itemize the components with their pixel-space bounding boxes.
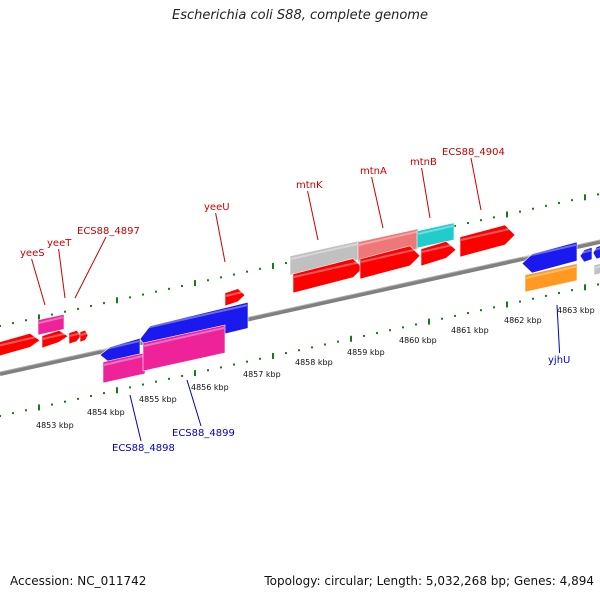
- gene-ecs88-4899[interactable]: [142, 324, 226, 372]
- leader-line: [74, 236, 107, 299]
- gene-yeeu[interactable]: [224, 288, 246, 307]
- leader-line: [470, 157, 482, 211]
- gene-shine: [460, 226, 515, 241]
- leader-line: [215, 212, 226, 263]
- gene-label-forward[interactable]: mtnA: [360, 166, 387, 177]
- gene-label-forward[interactable]: mtnK: [296, 180, 323, 191]
- kbp-tick-label: 4861 kbp: [451, 326, 489, 335]
- gene-shine: [100, 340, 140, 351]
- gene-shine: [593, 247, 600, 251]
- gene-label-forward[interactable]: yeeU: [204, 202, 230, 213]
- kbp-tick-label: 4862 kbp: [504, 316, 542, 325]
- kbp-tick-label: 4859 kbp: [347, 348, 385, 357]
- gene-shine: [69, 332, 81, 337]
- gene-red-small-2[interactable]: [68, 330, 82, 345]
- gene-label-reverse[interactable]: yjhU: [548, 355, 570, 366]
- gene-shine: [580, 249, 592, 254]
- gene-ecs88-4904[interactable]: [459, 224, 516, 258]
- gene-shine: [594, 265, 600, 269]
- kbp-tick-label: 4856 kbp: [191, 383, 229, 392]
- leader-line: [307, 190, 319, 241]
- gene-shine: [143, 326, 225, 347]
- genome-backbone-highlight: [0, 239, 600, 373]
- gene-label-reverse[interactable]: ECS88_4899: [172, 428, 235, 439]
- gene-shine: [140, 304, 248, 330]
- leader-line: [186, 379, 202, 427]
- gene-shine: [42, 332, 68, 340]
- gene-red-left-edge[interactable]: [0, 332, 41, 357]
- gene-yjhu[interactable]: [524, 263, 578, 293]
- gene-label-forward[interactable]: ECS88_4904: [442, 147, 505, 158]
- gene-shine: [525, 265, 577, 279]
- gene-shine: [80, 332, 88, 336]
- kbp-tick-label: 4860 kbp: [399, 336, 437, 345]
- gene-shine: [38, 316, 64, 324]
- kbp-tick-label: 4857 kbp: [243, 370, 281, 379]
- leader-line: [31, 258, 46, 306]
- kbp-tick-label: 4855 kbp: [139, 395, 177, 404]
- gene-shine: [0, 335, 40, 347]
- gene-shine: [293, 260, 363, 278]
- gene-shine: [360, 247, 420, 263]
- gene-shine: [417, 224, 454, 235]
- kbp-tick-label: 4854 kbp: [87, 408, 125, 417]
- gene-blue-right[interactable]: [521, 241, 578, 274]
- upper-tick-track: [0, 193, 599, 327]
- gene-shine: [290, 242, 360, 260]
- lower-tick-track: [0, 283, 599, 417]
- gene-shine: [522, 243, 577, 258]
- gene-ecs88-4898[interactable]: [102, 352, 146, 384]
- accession-text: Accession: NC_011742: [10, 574, 147, 588]
- gene-shine: [225, 290, 245, 297]
- genome-title: Escherichia coli S88, complete genome: [172, 8, 428, 23]
- gene-label-forward[interactable]: ECS88_4897: [77, 226, 140, 237]
- genome-backbone: [0, 240, 600, 376]
- gene-mtna[interactable]: [357, 228, 419, 263]
- leader-line: [421, 167, 431, 219]
- gene-label-forward[interactable]: yeeS: [20, 248, 45, 259]
- leader-line: [556, 304, 561, 354]
- label-leader-lines: [31, 157, 561, 442]
- gene-label-forward[interactable]: mtnB: [410, 157, 437, 168]
- gene-blue-edge-2[interactable]: [592, 245, 600, 260]
- gene-shine: [103, 354, 145, 366]
- gene-red-mtnb-lower[interactable]: [420, 240, 457, 267]
- gene-shine: [358, 230, 418, 246]
- genome-stats-text: Topology: circular; Length: 5,032,268 bp…: [264, 574, 594, 588]
- kbp-tick-labels: 4853 kbp 4854 kbp 4855 kbp 4856 kbp 4857 kbp…: [36, 306, 595, 430]
- gene-magenta-yees[interactable]: [37, 313, 65, 336]
- gene-red-small-3[interactable]: [79, 329, 89, 343]
- gene-blue-edge-1[interactable]: [579, 246, 593, 263]
- kbp-tick-label: 4863 kbp: [557, 306, 595, 315]
- leader-line: [58, 248, 66, 299]
- kbp-tick-label: 4858 kbp: [295, 358, 333, 367]
- gene-label-forward[interactable]: yeeT: [47, 238, 72, 249]
- gene-grey-edge[interactable]: [593, 263, 600, 276]
- leader-line: [129, 394, 142, 442]
- leader-line: [371, 176, 384, 229]
- gene-red-mtna-lower[interactable]: [359, 245, 421, 280]
- gene-red-mtnk-lower[interactable]: [292, 258, 364, 294]
- gene-shine: [421, 243, 456, 253]
- kbp-tick-label: 4853 kbp: [36, 421, 74, 430]
- gene-features: [0, 222, 600, 384]
- gene-label-reverse[interactable]: ECS88_4898: [112, 443, 175, 454]
